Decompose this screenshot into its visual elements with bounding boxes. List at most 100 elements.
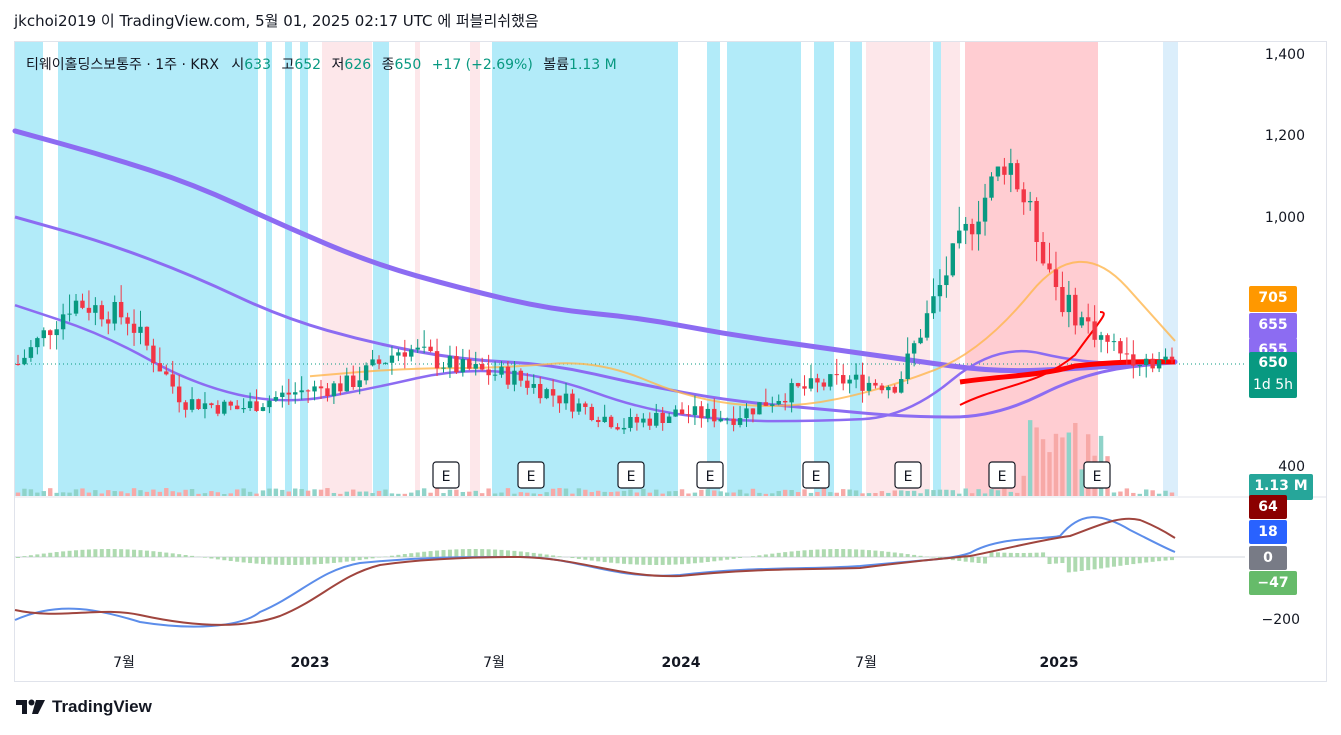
macd-histogram-bar xyxy=(54,552,59,557)
volume-bar xyxy=(241,488,246,496)
footer-brand[interactable]: TradingView xyxy=(52,697,152,716)
bearish-band xyxy=(941,42,960,496)
candle xyxy=(325,382,330,402)
macd-histogram-bar xyxy=(344,557,349,562)
candle-body xyxy=(1118,341,1123,354)
macd-histogram-bar xyxy=(879,551,884,557)
candle-body xyxy=(318,386,324,389)
volume-bar xyxy=(247,491,253,496)
candle-body xyxy=(924,313,930,338)
candle xyxy=(1008,148,1014,193)
candle-body xyxy=(189,399,195,410)
volume-bar xyxy=(383,489,388,496)
volume-bar xyxy=(125,493,130,496)
volume-bar xyxy=(176,492,182,496)
macd-pane xyxy=(14,516,1245,628)
candle xyxy=(215,400,221,417)
candle xyxy=(763,388,769,407)
candle-body xyxy=(1053,269,1059,288)
candle xyxy=(54,321,59,350)
candle-body xyxy=(409,349,414,357)
candle xyxy=(815,373,820,393)
candle xyxy=(1040,232,1046,266)
candle xyxy=(795,382,801,388)
candle-body xyxy=(273,397,279,401)
tradingview-logo-icon[interactable] xyxy=(16,699,46,715)
candle xyxy=(583,401,588,415)
symbol-title[interactable]: 티웨이홀딩스보통주 · 1주 · KRX xyxy=(26,57,219,73)
candle xyxy=(189,387,195,413)
macd-histogram-bar xyxy=(963,557,968,562)
macd-histogram-bar xyxy=(667,557,672,565)
earnings-marker-icon: E xyxy=(988,461,1016,489)
footer: TradingView xyxy=(16,697,152,717)
candle-body xyxy=(467,359,472,369)
volume-bar xyxy=(35,492,40,496)
volume-bar xyxy=(621,490,627,496)
ma-20-line xyxy=(309,260,1176,407)
macd-histogram-bar xyxy=(1053,557,1058,564)
candle xyxy=(886,385,891,399)
candle xyxy=(712,398,717,428)
candle-body xyxy=(1034,200,1039,242)
macd-histogram-bar xyxy=(351,557,356,561)
volume-bar xyxy=(196,493,201,496)
earnings-marker-label: E xyxy=(627,469,636,485)
author-name[interactable]: jkchoi2019 xyxy=(14,12,97,30)
candle-body xyxy=(860,374,865,391)
earnings-marker-label: E xyxy=(527,469,536,485)
candle-body xyxy=(673,409,678,417)
candle xyxy=(828,374,833,391)
candle-body xyxy=(989,176,994,198)
candle xyxy=(608,414,614,429)
bullish-band xyxy=(15,42,43,496)
macd-histogram-bar xyxy=(551,555,556,557)
candle-body xyxy=(550,389,556,396)
macd-histogram-bar xyxy=(61,551,66,557)
open-label: 시 xyxy=(231,57,245,73)
volume-bar xyxy=(164,488,169,496)
macd-histogram-bar xyxy=(286,557,291,565)
candle xyxy=(1144,353,1149,378)
macd-histogram-bar xyxy=(970,557,975,563)
candle xyxy=(750,408,756,423)
candle-body xyxy=(1156,360,1162,369)
chart-frame[interactable] xyxy=(14,41,1327,682)
volume-bar xyxy=(138,490,143,496)
volume-bar xyxy=(73,489,79,496)
candle-body xyxy=(641,418,646,423)
volume-bar xyxy=(260,490,266,496)
candle xyxy=(93,297,98,326)
volume-bar xyxy=(879,491,885,496)
candle-body xyxy=(370,359,375,366)
candle-body xyxy=(899,379,904,393)
volume-bar xyxy=(596,490,601,496)
candle xyxy=(641,413,646,428)
volume-bar xyxy=(763,493,769,496)
macd-histogram-bar xyxy=(905,554,910,557)
macd-histogram-bar xyxy=(1073,557,1078,572)
candle xyxy=(15,354,21,366)
candle xyxy=(1027,191,1033,211)
price-tag: 650 1d 5h xyxy=(1249,352,1297,398)
volume-bar xyxy=(428,492,433,496)
macd-histogram-bar xyxy=(1028,552,1033,557)
volume-bar xyxy=(228,493,233,496)
macd-histogram-bar xyxy=(783,552,788,557)
volume-bar xyxy=(963,488,968,496)
candle xyxy=(821,378,827,391)
candle xyxy=(969,218,975,251)
macd-histogram-bar xyxy=(1060,557,1065,564)
volume-bar xyxy=(1150,490,1155,496)
bearish-band xyxy=(415,42,420,496)
candle-body xyxy=(1098,335,1104,340)
volume-bar xyxy=(60,492,66,496)
volume-bar xyxy=(647,492,652,496)
candle-body xyxy=(686,414,691,416)
volume-bar xyxy=(795,492,801,496)
candle-body xyxy=(576,403,582,412)
candle xyxy=(776,394,781,406)
macd-histogram-bar xyxy=(557,556,562,557)
macd-histogram-bar xyxy=(99,549,104,557)
